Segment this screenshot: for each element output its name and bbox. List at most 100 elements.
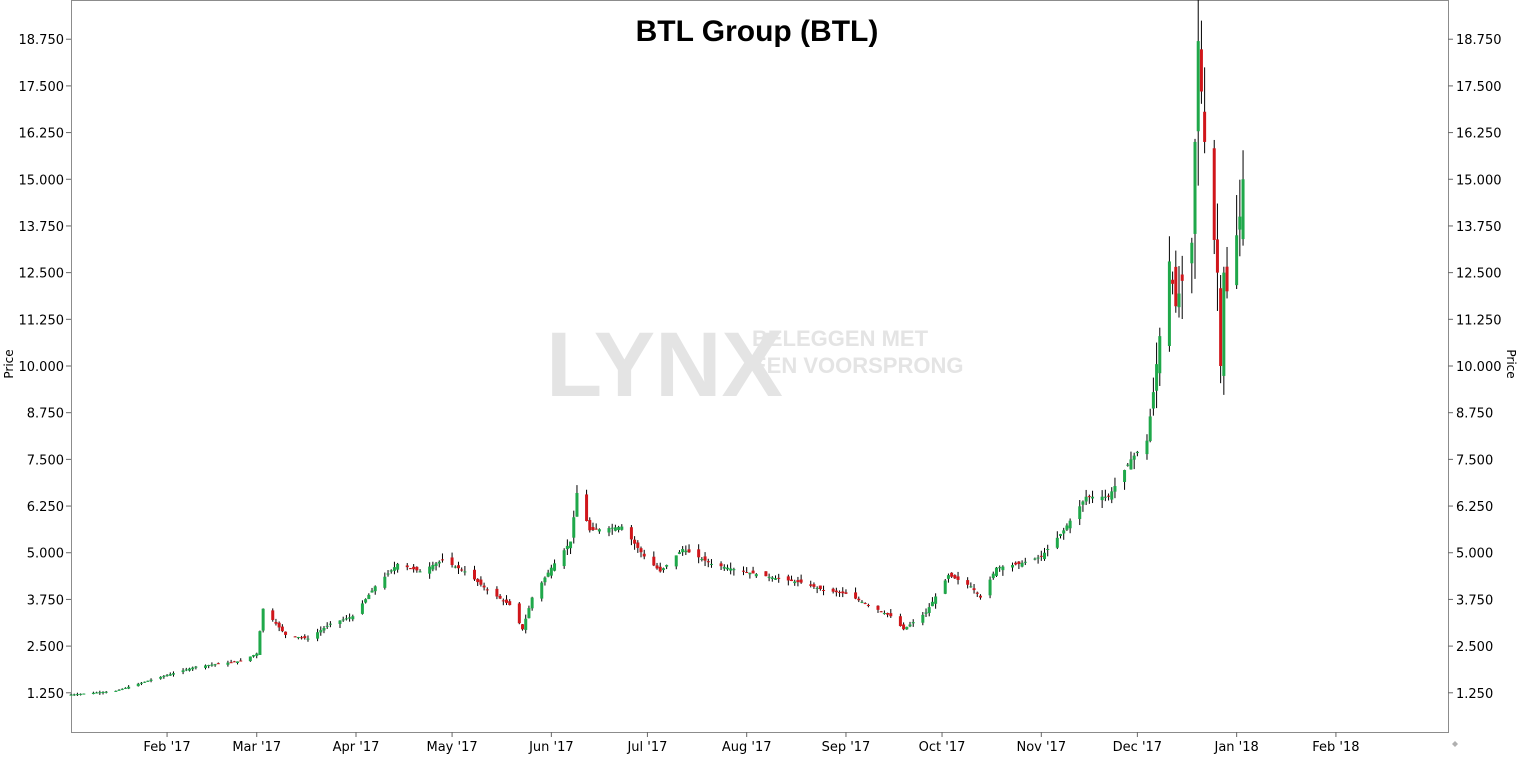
candle-body-down	[303, 636, 307, 639]
candle-body-up	[860, 601, 864, 603]
candle-body-up	[328, 623, 332, 625]
candle-body-down	[812, 584, 816, 587]
candle-body-up	[120, 688, 124, 690]
candle-body-down	[300, 637, 304, 639]
candle-body-down	[876, 605, 880, 610]
candle-body-up	[684, 550, 688, 553]
candle-body-up	[101, 691, 105, 693]
candle-body-up	[296, 637, 300, 639]
axis-scroll-handle[interactable]	[1452, 741, 1458, 747]
candle-body-up	[617, 526, 621, 530]
candle-body-up	[908, 624, 912, 627]
candle-body-up	[104, 691, 108, 693]
candle-body-up	[793, 581, 797, 584]
candle-body-up	[815, 587, 819, 589]
candle-body-up	[924, 612, 928, 614]
y-tick-label-right: 17.500	[1456, 80, 1502, 95]
candle-body-up	[1065, 525, 1069, 530]
candle-body-down	[1014, 562, 1018, 565]
candle-body-up	[1010, 565, 1014, 568]
y-tick-label-left: 16.250	[19, 127, 65, 142]
candle-body-down	[844, 592, 848, 594]
candle-body-up	[194, 666, 198, 668]
candle-body-up	[1033, 558, 1037, 560]
candle-body-up	[1155, 364, 1159, 391]
candle-body-down	[271, 610, 275, 620]
candle-body-down	[405, 565, 409, 568]
candle-body-up	[911, 622, 915, 624]
candle-body-up	[1100, 496, 1104, 501]
candle-body-up	[1078, 506, 1082, 520]
candle-body-down	[1180, 274, 1184, 281]
candle-body-down	[902, 624, 906, 630]
candle-body-up	[1113, 486, 1117, 492]
y-tick-label-right: 1.250	[1456, 687, 1493, 702]
candle-body-up	[700, 558, 704, 560]
candle-body-up	[905, 626, 909, 630]
candle-body-up	[72, 694, 76, 696]
candle-body-up	[341, 619, 345, 621]
candle-body-up	[136, 683, 140, 687]
candle-body-down	[216, 663, 220, 665]
candle-body-up	[1132, 455, 1136, 460]
candle-body-down	[658, 566, 662, 572]
candle-body-down	[517, 603, 521, 624]
candle-body-down	[799, 579, 803, 583]
candle-body-down	[495, 588, 499, 597]
candle-body-up	[988, 579, 992, 596]
candle-body-up	[927, 607, 931, 613]
candle-body-up	[562, 550, 566, 567]
candle-body-up	[431, 565, 435, 570]
candle-body-up	[360, 603, 364, 614]
candle-body-up	[1110, 491, 1114, 500]
candle-body-up	[610, 527, 614, 529]
candle-body-down	[636, 542, 640, 548]
candle-body-up	[1046, 549, 1050, 550]
x-tick-label: Apr '17	[333, 740, 380, 755]
candle-body-up	[1084, 496, 1088, 502]
candle-body-down	[639, 548, 643, 553]
candle-body-down	[706, 561, 710, 563]
candle-body-down	[412, 566, 416, 570]
candle-body-up	[165, 675, 169, 677]
y-tick-label-right: 15.000	[1456, 173, 1502, 188]
candle-body-up	[1036, 557, 1040, 559]
candle-body-up	[418, 571, 422, 573]
candle-body-up	[1123, 470, 1127, 482]
candle-body-up	[258, 631, 262, 655]
candle-body-down	[629, 527, 633, 540]
candle-body-down	[854, 592, 858, 599]
candle-body-up	[524, 618, 528, 630]
y-axis-label-left: Price	[2, 349, 16, 378]
candle-body-up	[1055, 537, 1059, 548]
candle-body-down	[1225, 266, 1229, 292]
candle-body-up	[1062, 530, 1066, 534]
candle-body-down	[594, 528, 598, 530]
candle-body-down	[1174, 266, 1178, 307]
candle-body-down	[697, 549, 701, 558]
candle-body-down	[588, 520, 592, 531]
candle-body-up	[1190, 242, 1194, 264]
candle-body-down	[508, 601, 512, 606]
candle-body-down	[479, 579, 483, 585]
x-tick-label: Aug '17	[722, 740, 772, 755]
candle-body-down	[838, 591, 842, 593]
candle-body-down	[229, 662, 233, 664]
candle-body-up	[127, 686, 131, 689]
candle-body-up	[146, 680, 150, 682]
candle-body-down	[687, 549, 691, 553]
candle-body-down	[498, 595, 502, 599]
candle-body-down	[796, 580, 800, 583]
y-tick-label-left: 15.000	[19, 173, 65, 188]
candle-body-up	[709, 563, 713, 565]
candle-body-up	[338, 620, 342, 624]
candle-body-up	[770, 577, 774, 579]
y-tick-label-right: 3.750	[1456, 593, 1493, 608]
candle-body-down	[764, 571, 768, 577]
candle-body-up	[1126, 464, 1130, 466]
candle-body-up	[754, 574, 758, 577]
candle-body-up	[248, 656, 252, 662]
candle-body-up	[162, 675, 166, 677]
y-tick-label-left: 1.250	[27, 687, 64, 702]
